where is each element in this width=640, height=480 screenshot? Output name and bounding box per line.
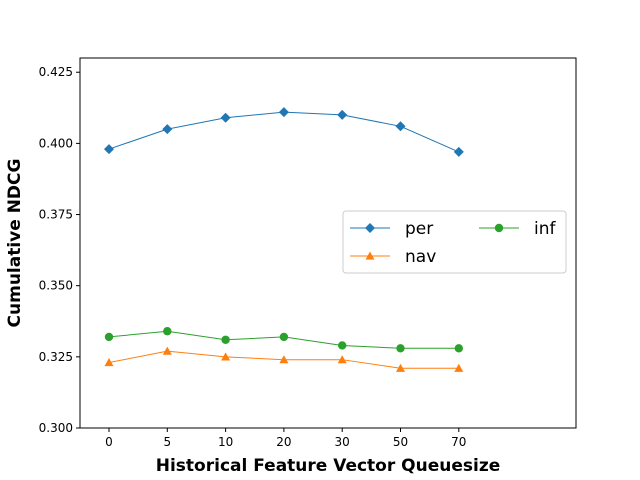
data-point-nav xyxy=(221,352,231,361)
legend-label-per: per xyxy=(405,219,433,239)
data-point-inf xyxy=(221,335,230,344)
legend-marker-per xyxy=(365,223,375,233)
legend-box xyxy=(342,210,567,274)
data-point-nav xyxy=(454,363,464,372)
legend-marker-nav xyxy=(365,251,375,260)
legend: per nav inf xyxy=(342,210,567,274)
y-axis-title: Cumulative NDCG xyxy=(5,159,25,328)
data-point-nav xyxy=(396,363,405,372)
data-point-inf xyxy=(396,344,405,353)
x-tick-label: 50 xyxy=(393,435,408,449)
data-point-per xyxy=(395,121,406,132)
data-point-inf xyxy=(104,332,114,342)
x-tick-label: 70 xyxy=(451,435,466,449)
data-point-nav xyxy=(337,355,347,364)
y-tick-label: 0.425 xyxy=(39,65,73,79)
y-tick-label: 0.375 xyxy=(39,208,73,222)
legend-label-inf: inf xyxy=(534,219,556,239)
x-tick-label: 30 xyxy=(335,435,350,449)
data-point-per xyxy=(278,107,289,118)
legend-marker-inf xyxy=(494,223,504,233)
data-point-nav xyxy=(104,358,114,367)
data-point-nav xyxy=(162,346,172,355)
x-axis-title: Historical Feature Vector Queuesize xyxy=(156,456,501,476)
y-tick-label: 0.350 xyxy=(39,279,73,293)
data-point-inf xyxy=(279,332,289,342)
x-tick-label: 20 xyxy=(276,435,291,449)
y-tick-label: 0.400 xyxy=(39,136,73,150)
data-point-inf xyxy=(163,327,172,336)
data-point-per xyxy=(104,144,114,155)
x-tick-label: 10 xyxy=(218,435,233,449)
data-point-nav xyxy=(279,355,289,364)
data-point-inf xyxy=(338,341,347,350)
data-point-per xyxy=(220,112,231,123)
y-axis: 0.300 0.325 0.350 0.375 0.400 0.425 xyxy=(39,65,80,435)
y-tick-label: 0.300 xyxy=(39,421,73,435)
data-point-inf xyxy=(454,344,463,353)
data-point-per xyxy=(453,146,464,157)
series-layer xyxy=(104,107,464,372)
x-tick-label: 0 xyxy=(105,435,113,449)
data-point-per xyxy=(337,109,348,120)
data-point-per xyxy=(162,124,173,135)
legend-label-nav: nav xyxy=(405,247,436,267)
plot-frame xyxy=(79,57,577,429)
x-tick-label: 5 xyxy=(163,435,171,449)
y-tick-label: 0.325 xyxy=(39,350,73,364)
x-axis: 0 5 10 20 30 50 70 xyxy=(105,428,466,449)
